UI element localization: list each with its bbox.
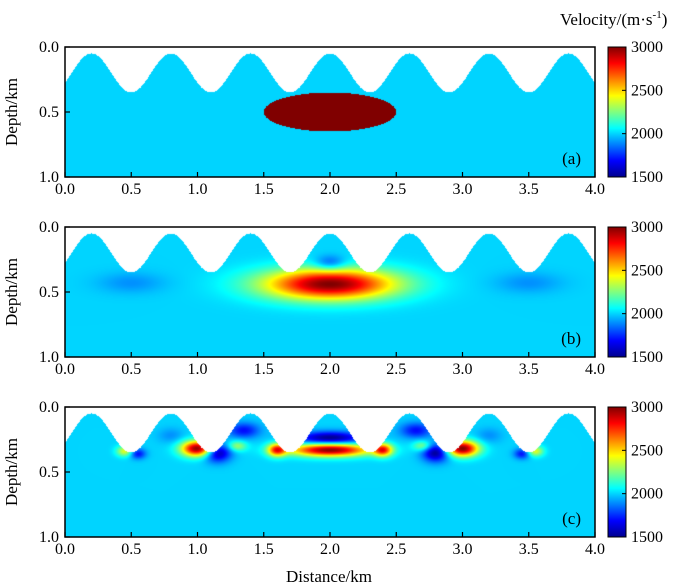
x-tick-label: 0.0 bbox=[55, 181, 75, 198]
colorbar-title-close: ) bbox=[662, 10, 668, 29]
y-tick-label: 0.5 bbox=[39, 284, 59, 301]
colorbar-tick-label: 1500 bbox=[631, 169, 663, 186]
x-tick-label: 1.5 bbox=[254, 361, 274, 378]
y-tick-label: 0.5 bbox=[39, 464, 59, 481]
x-tick-label: 4.0 bbox=[585, 541, 605, 558]
x-tick-label: 2.0 bbox=[320, 541, 340, 558]
colorbar-3 bbox=[607, 406, 627, 538]
x-tick-label: 1.0 bbox=[188, 541, 208, 558]
x-tick-label: 0.0 bbox=[55, 361, 75, 378]
x-tick-label: 3.0 bbox=[453, 361, 473, 378]
panel-label: (c) bbox=[562, 509, 581, 528]
x-tick-label: 1.0 bbox=[188, 181, 208, 198]
panels-group: 0.0 0.5 1.0 1.5 2.0 2.5 3.0 3.5 4.0 0.0 0.5 1.0 Dept… bbox=[2, 39, 663, 558]
x-tick-label: 4.0 bbox=[585, 181, 605, 198]
y-tick-label: 0.0 bbox=[39, 219, 59, 236]
colorbar-tick-label: 2000 bbox=[631, 486, 663, 503]
panel-2: 0.0 0.5 1.0 1.5 2.0 2.5 3.0 3.5 4.0 0.0 0.5 1.0 Dept… bbox=[2, 219, 663, 378]
x-tick-label: 4.0 bbox=[585, 361, 605, 378]
x-tick-label: 2.5 bbox=[386, 541, 406, 558]
y-tick-label: 1.0 bbox=[39, 169, 59, 186]
x-tick-label: 0.0 bbox=[55, 541, 75, 558]
colorbar-tick-label: 2000 bbox=[631, 306, 663, 323]
colorbar-tick-label: 3000 bbox=[631, 219, 663, 236]
y-tick-label: 0.0 bbox=[39, 39, 59, 56]
colorbar-title: Velocity/(m·s-1) bbox=[560, 9, 667, 29]
velocity-field-1 bbox=[65, 47, 595, 177]
y-tick-label: 1.0 bbox=[39, 529, 59, 546]
colorbar-title-superscript: -1 bbox=[653, 9, 662, 21]
colorbar-tick-label: 2500 bbox=[631, 82, 663, 99]
colorbar-tick-label: 3000 bbox=[631, 39, 663, 56]
panel-1: 0.0 0.5 1.0 1.5 2.0 2.5 3.0 3.5 4.0 0.0 0.5 1.0 Dept… bbox=[2, 39, 663, 198]
x-tick-label: 0.5 bbox=[121, 361, 141, 378]
colorbar-tick-label: 2000 bbox=[631, 126, 663, 143]
y-axis-title: Depth/km bbox=[2, 258, 21, 326]
x-tick-label: 3.0 bbox=[453, 181, 473, 198]
y-tick-label: 0.0 bbox=[39, 399, 59, 416]
x-tick-label: 3.5 bbox=[519, 541, 539, 558]
x-tick-label: 0.5 bbox=[121, 541, 141, 558]
y-axis-title: Depth/km bbox=[2, 438, 21, 506]
x-axis-title: Distance/km bbox=[286, 567, 372, 586]
panel-label: (b) bbox=[561, 329, 581, 348]
x-tick-label: 2.0 bbox=[320, 181, 340, 198]
y-tick-label: 0.5 bbox=[39, 104, 59, 121]
panel-3: 0.0 0.5 1.0 1.5 2.0 2.5 3.0 3.5 4.0 0.0 0.5 1.0 Dept… bbox=[2, 399, 663, 558]
x-tick-label: 3.5 bbox=[519, 361, 539, 378]
x-tick-label: 3.5 bbox=[519, 181, 539, 198]
colorbar-1 bbox=[607, 46, 627, 178]
x-tick-label: 3.0 bbox=[453, 541, 473, 558]
x-tick-label: 2.5 bbox=[386, 361, 406, 378]
panel-label: (a) bbox=[562, 149, 581, 168]
velocity-field-2 bbox=[65, 227, 595, 357]
colorbar-tick-label: 2500 bbox=[631, 442, 663, 459]
colorbar-tick-label: 1500 bbox=[631, 529, 663, 546]
x-tick-label: 1.5 bbox=[254, 541, 274, 558]
colorbar-tick-label: 3000 bbox=[631, 399, 663, 416]
x-tick-label: 1.5 bbox=[254, 181, 274, 198]
colorbar-2 bbox=[607, 226, 627, 358]
colorbar-title-main: Velocity/(m·s bbox=[560, 10, 653, 29]
x-tick-label: 2.5 bbox=[386, 181, 406, 198]
x-tick-label: 1.0 bbox=[188, 361, 208, 378]
colorbar-tick-label: 2500 bbox=[631, 262, 663, 279]
x-tick-label: 0.5 bbox=[121, 181, 141, 198]
velocity-field-3 bbox=[65, 407, 595, 537]
y-tick-label: 1.0 bbox=[39, 349, 59, 366]
colorbar-tick-label: 1500 bbox=[631, 349, 663, 366]
y-axis-title: Depth/km bbox=[2, 78, 21, 146]
x-tick-label: 2.0 bbox=[320, 361, 340, 378]
